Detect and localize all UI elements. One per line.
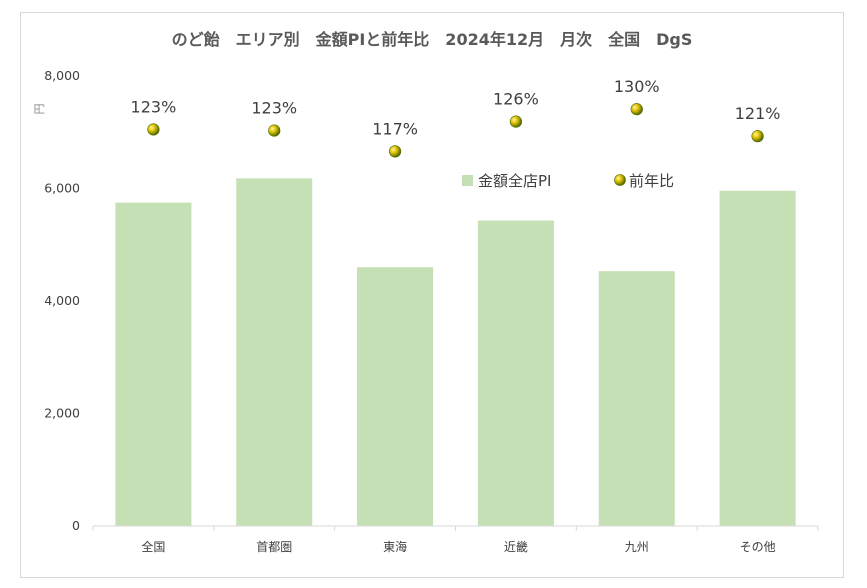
chart-title: のど飴 エリア別 金額PIと前年比 2024年12月 月次 全国 DgS — [172, 30, 693, 49]
chart-area: のど飴 エリア別 金額PIと前年比 2024年12月 月次 全国 DgS 円 0… — [20, 12, 844, 578]
y-tick-label: 8,000 — [44, 68, 80, 83]
bar — [598, 271, 675, 526]
yoy-dot — [147, 123, 160, 136]
y-tick-label: 6,000 — [44, 181, 80, 196]
yoy-dot — [388, 145, 402, 158]
x-tick-label: 全国 — [141, 539, 165, 554]
y-axis-unit: 円 — [33, 104, 46, 115]
x-axis: 全国 首都圏 東海 近畿 九州 その他 — [92, 525, 819, 554]
yoy-series: 123% 123% 117% 126% 130% 121% — [131, 77, 781, 158]
yoy-label: 117% — [372, 119, 418, 138]
bar — [357, 267, 434, 526]
legend-bar-swatch — [462, 175, 473, 186]
x-tick-label: 首都圏 — [256, 540, 292, 554]
yoy-dot — [509, 115, 523, 128]
bar — [477, 220, 554, 526]
yoy-label: 123% — [131, 97, 177, 116]
bar-series — [115, 178, 796, 526]
chart-svg: のど飴 エリア別 金額PIと前年比 2024年12月 月次 全国 DgS 円 0… — [33, 30, 819, 554]
x-tick-label: その他 — [740, 540, 776, 554]
yoy-dot — [630, 103, 643, 116]
yoy-label: 126% — [493, 90, 539, 109]
y-tick-label: 4,000 — [44, 293, 80, 308]
x-tick-label: 近畿 — [504, 540, 528, 554]
legend-dot-label: 前年比 — [629, 172, 674, 190]
yoy-dot — [268, 124, 281, 137]
yoy-label: 123% — [251, 99, 297, 118]
bar — [115, 202, 192, 526]
legend-bar-label: 金額全店PI — [478, 172, 551, 190]
bar — [719, 190, 796, 526]
legend-dot-swatch — [614, 174, 626, 186]
yoy-label: 130% — [614, 77, 660, 96]
y-axis: 0 2,000 4,000 6,000 8,000 — [44, 68, 80, 533]
x-tick-label: 九州 — [625, 540, 649, 554]
y-tick-label: 0 — [72, 518, 80, 533]
y-tick-label: 2,000 — [44, 406, 80, 421]
x-tick-label: 東海 — [383, 539, 407, 554]
legend: 金額全店PI 前年比 — [462, 172, 674, 190]
yoy-dot — [751, 130, 764, 143]
bar — [236, 178, 313, 526]
yoy-label: 121% — [735, 104, 781, 123]
